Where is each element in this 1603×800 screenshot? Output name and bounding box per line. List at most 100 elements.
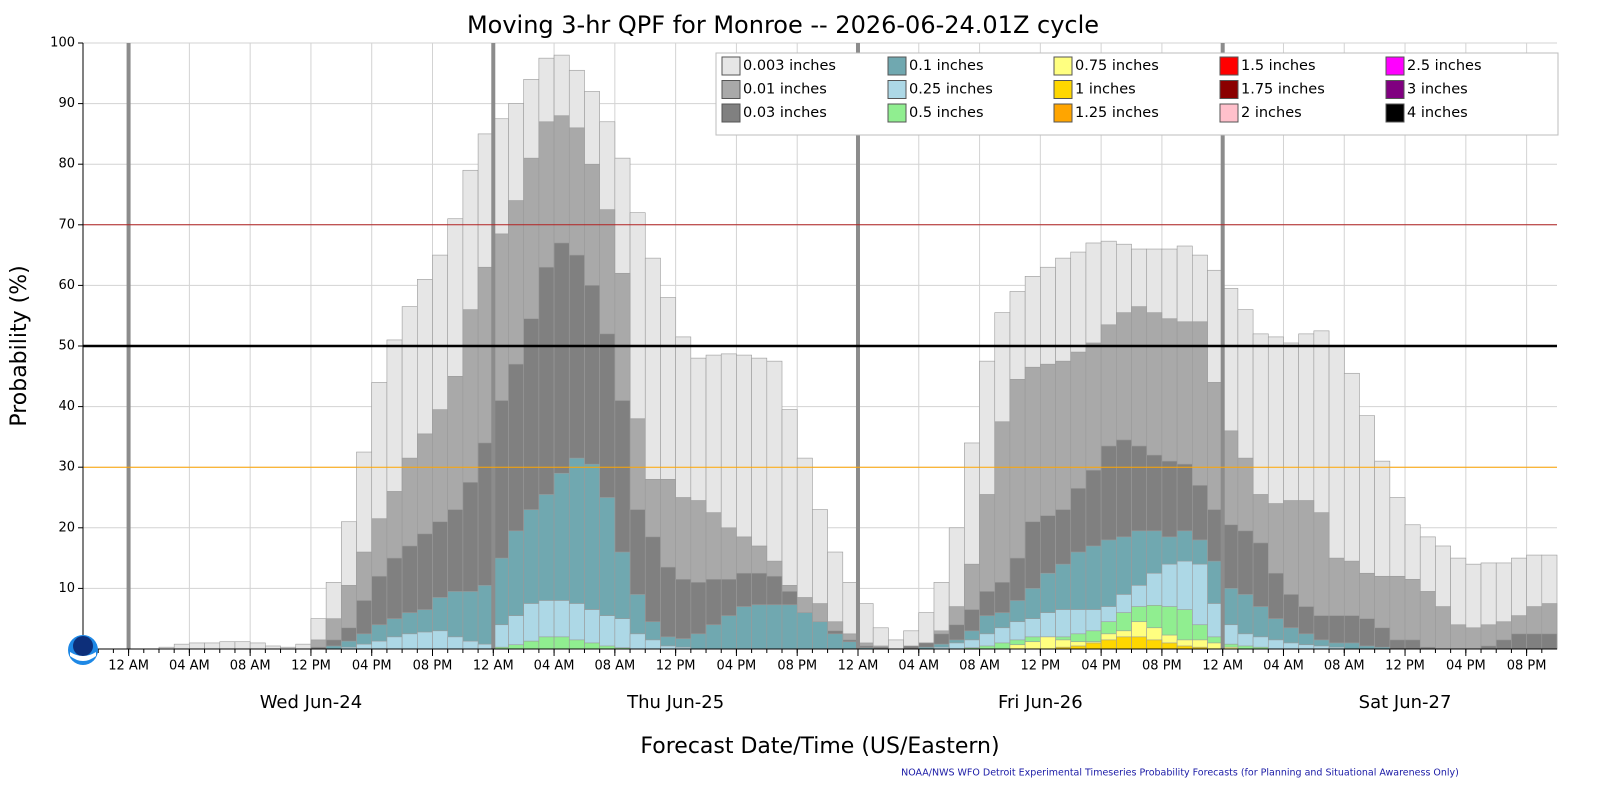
legend-swatch [1385, 80, 1405, 99]
legend-swatch [887, 103, 907, 123]
bar [462, 640, 479, 650]
x-tick-label: 08 AM [1324, 659, 1365, 674]
y-axis-label: Probability (%) [7, 265, 32, 426]
bar [1100, 639, 1117, 650]
legend-label: 1.25 inches [1075, 105, 1159, 121]
x-tick-label: 12 PM [1385, 659, 1425, 674]
bar [1404, 579, 1421, 650]
bar [173, 643, 190, 650]
bar [690, 633, 707, 650]
legend-swatch [1219, 80, 1239, 99]
bar [1419, 591, 1436, 650]
x-tick-label: 04 AM [1263, 659, 1304, 674]
bar [888, 639, 904, 650]
bar [1040, 636, 1056, 650]
bar [599, 615, 616, 650]
legend-label: 2.5 inches [1407, 58, 1482, 74]
bar [1374, 627, 1391, 650]
legend-swatch [1219, 56, 1239, 76]
bar [705, 624, 722, 650]
legend-label: 2 inches [1241, 105, 1302, 121]
day-label: Wed Jun-24 [260, 692, 363, 713]
bar [1283, 642, 1299, 650]
bar [1450, 624, 1467, 650]
bar [584, 642, 600, 650]
bar [1435, 606, 1451, 650]
bar [219, 641, 236, 650]
bar [432, 630, 449, 650]
bar [371, 640, 388, 650]
bar [1526, 633, 1543, 650]
bar [751, 604, 768, 650]
legend-label: 0.03 inches [743, 105, 827, 121]
bar [386, 636, 403, 650]
x-tick-label: 12 AM [473, 659, 514, 674]
bar [447, 636, 464, 650]
bar [356, 643, 373, 650]
x-tick-label: 04 PM [1446, 659, 1486, 674]
y-tick-label: 80 [58, 157, 75, 172]
legend-swatch [1385, 56, 1405, 76]
bar [508, 644, 524, 650]
legend-swatch [1219, 103, 1239, 123]
chart-title: Moving 3-hr QPF for Monroe -- 2026-06-24… [467, 11, 1099, 39]
legend-swatch [721, 103, 741, 123]
x-tick-label: 08 PM [1507, 659, 1547, 674]
noaa-logo [68, 635, 98, 665]
bar [477, 585, 494, 650]
y-tick-label: 40 [58, 399, 75, 414]
logo-inner [73, 636, 93, 656]
x-tick-label: 08 AM [959, 659, 1000, 674]
bar [1389, 639, 1406, 650]
legend-swatch [721, 56, 741, 76]
x-tick-label: 08 AM [230, 659, 271, 674]
bar [1131, 636, 1148, 650]
legend-label: 0.75 inches [1075, 58, 1159, 74]
bar [614, 618, 631, 650]
y-tick-label: 30 [58, 460, 75, 475]
y-tick-label: 10 [58, 581, 75, 596]
bar [812, 621, 828, 650]
x-tick-label: 04 PM [1081, 659, 1121, 674]
bar [766, 604, 783, 650]
bar [857, 603, 874, 650]
bar [568, 639, 585, 650]
bar [994, 642, 1011, 650]
bar [553, 636, 570, 650]
x-tick-label: 04 PM [717, 659, 757, 674]
series [341, 560, 1345, 650]
legend-swatch [1053, 80, 1073, 99]
bar [523, 640, 540, 650]
day-label: Thu Jun-25 [626, 692, 724, 713]
legend-label: 0.01 inches [743, 82, 827, 98]
bar [1298, 644, 1315, 650]
legend-swatch [887, 80, 907, 99]
legend-box [715, 52, 1559, 136]
x-tick-label: 08 PM [1142, 659, 1182, 674]
x-tick-label: 04 AM [169, 659, 210, 674]
bar [948, 642, 965, 650]
legend-label: 3 inches [1407, 82, 1468, 98]
bar [827, 633, 844, 650]
x-tick-label: 12 AM [838, 659, 879, 674]
x-tick-label: 08 PM [413, 659, 453, 674]
bar [1343, 642, 1360, 650]
legend-label: 0.25 inches [909, 82, 993, 98]
logo-wave [70, 652, 96, 661]
x-tick-label: 08 AM [594, 659, 635, 674]
bar [720, 615, 737, 650]
bar [736, 606, 752, 650]
bar [249, 642, 266, 650]
legend: 0.003 inches 0.01 inches 0.03 inches 0.1 in… [715, 52, 1559, 136]
bar [417, 631, 433, 650]
legend-label: 0.1 inches [909, 58, 984, 74]
y-tick-label: 90 [58, 96, 75, 111]
bar [1024, 641, 1041, 650]
bar [189, 642, 205, 650]
bar [401, 633, 418, 650]
x-tick-label: 12 PM [1020, 659, 1060, 674]
x-tick-label: 12 PM [291, 659, 331, 674]
bar [629, 633, 646, 650]
y-tick-label: 70 [58, 217, 75, 232]
